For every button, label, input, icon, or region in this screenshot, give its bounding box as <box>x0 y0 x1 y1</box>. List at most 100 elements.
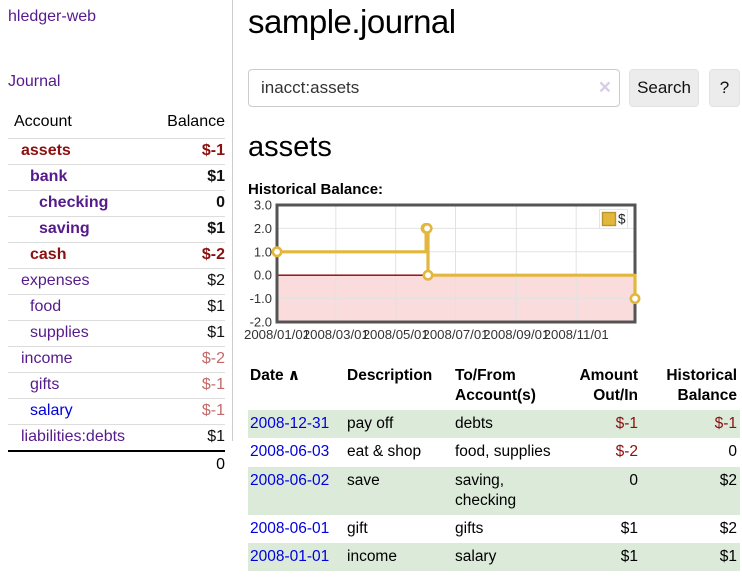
data-point-marker <box>421 222 433 234</box>
account-link-checking[interactable]: checking <box>39 194 109 211</box>
data-point-marker <box>271 246 283 258</box>
x-axis-tick-label: 2008/07/01 <box>422 327 488 342</box>
transaction-balance: $2 <box>719 471 737 489</box>
legend-swatch <box>601 211 617 227</box>
account-balance: $1 <box>207 324 225 341</box>
legend-label: $ <box>618 212 626 227</box>
account-link-liabilities-debts[interactable]: liabilities:debts <box>21 428 126 445</box>
page-title: sample.journal <box>248 3 456 40</box>
account-link-gifts[interactable]: gifts <box>30 376 60 393</box>
account-row: income $-2 <box>8 346 225 373</box>
account-balance: $-1 <box>201 402 225 419</box>
account-row: salary $-1 <box>8 398 225 425</box>
transaction-description: pay off <box>347 415 394 433</box>
account-row: assets $-1 <box>8 138 225 165</box>
account-row: bank $1 <box>8 164 225 191</box>
transaction-accounts: salary <box>455 547 497 565</box>
transaction-description: gift <box>347 519 368 537</box>
transaction-row: 2008-06-02 save saving, checking 0 $2 <box>248 466 740 515</box>
data-point-marker <box>422 269 434 281</box>
transaction-date-link[interactable]: 2008-12-31 <box>250 415 330 433</box>
account-balance: $1 <box>207 220 225 237</box>
clear-search-icon[interactable]: × <box>598 76 611 99</box>
account-row: cash $-2 <box>8 242 225 269</box>
accounts-balance-table: Account Balance assets $-1 bank $1 checking 0… <box>8 110 225 478</box>
transaction-date-link[interactable]: 2008-06-02 <box>250 471 330 489</box>
account-link-income[interactable]: income <box>21 350 73 367</box>
app-title-link[interactable]: hledger-web <box>8 8 97 25</box>
account-link-expenses[interactable]: expenses <box>21 272 90 289</box>
account-balance: $-2 <box>201 246 225 263</box>
transaction-date-link[interactable]: 2008-06-01 <box>250 519 330 537</box>
account-row: liabilities:debts $1 <box>8 424 225 452</box>
account-row: checking 0 <box>8 190 225 217</box>
sidebar-item-journal[interactable]: Journal <box>8 73 61 90</box>
transaction-row: 2008-06-03 eat & shop food, supplies $-2 0 <box>248 438 740 466</box>
transaction-amount: $-2 <box>615 443 638 461</box>
y-axis-tick-label: 3.0 <box>254 198 272 213</box>
account-row: food $1 <box>8 294 225 321</box>
search-input[interactable] <box>248 69 620 107</box>
account-link-saving[interactable]: saving <box>39 220 90 237</box>
account-balance: $-2 <box>201 350 225 367</box>
register-table: Date ∧ Description To/From Account(s) Amo… <box>248 364 740 572</box>
account-link-supplies[interactable]: supplies <box>30 324 89 341</box>
transaction-amount: $1 <box>620 519 638 537</box>
balance-column-header: Balance <box>167 113 225 130</box>
transaction-balance: $1 <box>719 547 737 565</box>
account-balance: $1 <box>207 428 225 445</box>
main-content: sample.journal × Search ? assets Histori… <box>244 0 742 572</box>
account-row: gifts $-1 <box>8 372 225 399</box>
transaction-amount: $1 <box>620 547 638 565</box>
transaction-accounts: gifts <box>455 519 484 537</box>
amount-column-header: Amount Out/In <box>579 367 638 405</box>
transaction-balance: 0 <box>728 443 737 461</box>
account-row: expenses $2 <box>8 268 225 295</box>
data-point-marker <box>629 293 641 305</box>
transaction-date-link[interactable]: 2008-01-01 <box>250 547 330 565</box>
account-balance: 0 <box>216 194 225 211</box>
account-link-cash[interactable]: cash <box>30 246 67 263</box>
transaction-balance: $2 <box>719 519 737 537</box>
historical-balance-chart[interactable]: 3.0 2.0 1.0 0.0 -1.0 -2.02008/01/012008/03/01… <box>244 198 742 348</box>
spacer-cell <box>8 450 149 478</box>
chart-title: Historical Balance: <box>248 181 384 198</box>
transaction-accounts: food, supplies <box>455 443 551 461</box>
account-balance: $1 <box>207 168 225 185</box>
search-button[interactable]: Search <box>629 69 699 107</box>
y-axis-tick-label: 0.0 <box>254 268 272 283</box>
account-balance: $1 <box>207 298 225 315</box>
transaction-description: eat & shop <box>347 443 422 461</box>
balance-column-header: Historical Balance <box>666 367 737 405</box>
account-heading: assets <box>248 131 332 163</box>
account-link-food[interactable]: food <box>30 298 62 315</box>
help-button[interactable]: ? <box>709 69 740 107</box>
account-balance: $-1 <box>201 376 225 393</box>
transaction-amount: $-1 <box>615 415 638 433</box>
x-axis-tick-label: 2008/01/01 <box>244 327 310 342</box>
transaction-row: 2008-01-01 income salary $1 $1 <box>248 542 740 572</box>
search-form: × Search ? <box>248 69 742 107</box>
account-link-bank[interactable]: bank <box>30 168 68 185</box>
account-link-salary[interactable]: salary <box>30 402 73 419</box>
date-column-header[interactable]: Date ∧ <box>250 367 301 384</box>
x-axis-tick-label: 2008/11/01 <box>544 327 609 342</box>
transaction-accounts: debts <box>455 415 493 433</box>
sort-ascending-icon: ∧ <box>287 367 301 384</box>
transaction-row: 2008-06-01 gift gifts $1 $2 <box>248 515 740 543</box>
account-row: supplies $1 <box>8 320 225 347</box>
x-axis-tick-label: 2008/05/01 <box>363 327 429 342</box>
transaction-balance: $-1 <box>714 415 737 433</box>
accounts-column-header: To/From Account(s) <box>455 367 536 405</box>
account-balance: $-1 <box>201 142 225 159</box>
transaction-row: 2008-12-31 pay off debts $-1 $-1 <box>248 410 740 439</box>
transaction-accounts: saving, checking <box>455 471 517 509</box>
transaction-amount: 0 <box>629 471 638 489</box>
transaction-description: income <box>347 547 397 565</box>
y-axis-tick-label: -2.0 <box>250 315 272 330</box>
account-balance: $2 <box>207 272 225 289</box>
account-link-assets[interactable]: assets <box>21 142 71 159</box>
y-axis-tick-label: 1.0 <box>254 244 272 259</box>
transaction-date-link[interactable]: 2008-06-03 <box>250 443 330 461</box>
plot-border <box>275 203 637 324</box>
